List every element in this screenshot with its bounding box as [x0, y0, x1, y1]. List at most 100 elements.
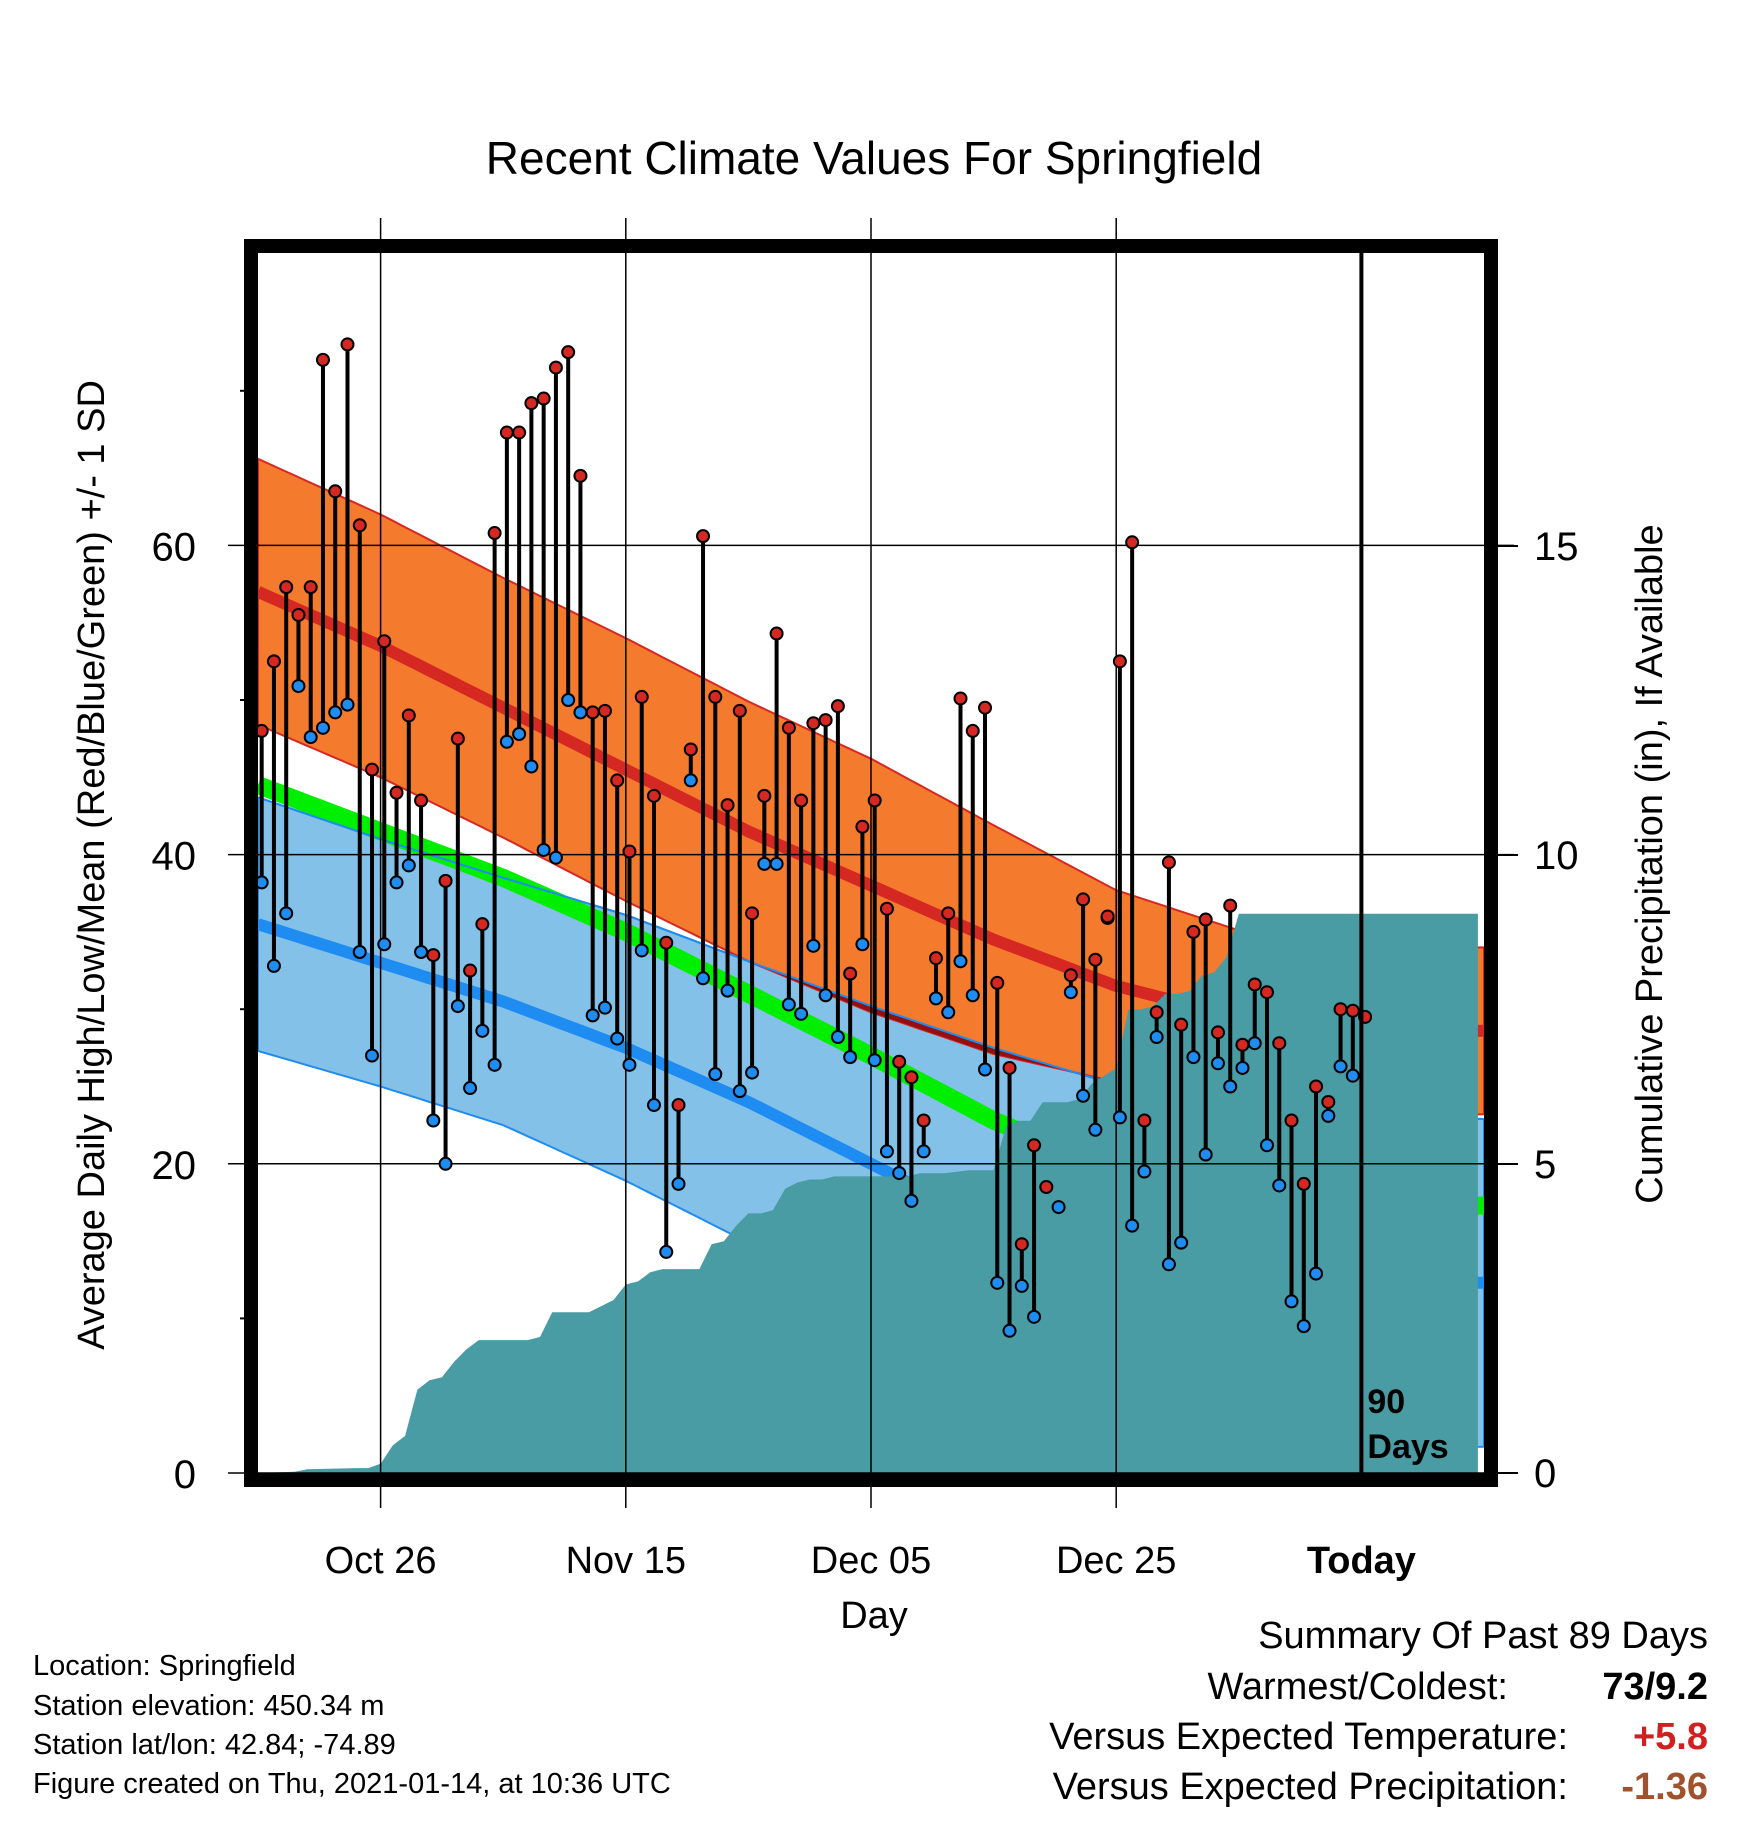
summary-temp-label: Versus Expected Temperature: — [1049, 1716, 1568, 1758]
daily-high-point — [1235, 1037, 1250, 1052]
daily-low-point — [708, 1067, 723, 1082]
daily-high-point — [806, 716, 821, 731]
y2-tick-label-2: 10 — [1534, 834, 1579, 878]
daily-high-point — [1076, 892, 1091, 907]
y-tick-label-3: 60 — [152, 525, 197, 569]
daily-high-point — [879, 901, 894, 916]
daily-high-point — [279, 580, 294, 595]
daily-high-point — [377, 634, 392, 649]
daily-low-point — [855, 937, 870, 952]
daily-high-point — [258, 723, 269, 738]
daily-low-point — [1051, 1200, 1066, 1215]
daily-high-point — [1174, 1017, 1189, 1032]
daily-low-point — [1014, 1278, 1029, 1293]
daily-low-point — [1272, 1178, 1287, 1193]
precip-area — [258, 913, 1478, 1473]
daily-low-point — [573, 705, 588, 720]
daily-high-point — [1112, 654, 1127, 669]
x-tick-label-4: Today — [1307, 1540, 1416, 1582]
daily-low-point — [279, 906, 294, 921]
daily-high-point — [463, 963, 478, 978]
daily-high-point — [781, 720, 796, 735]
daily-high-point — [830, 699, 845, 714]
daily-low-point — [499, 734, 514, 749]
daily-low-point — [1088, 1122, 1103, 1137]
summary-warmest-value: 73/9.2 — [1602, 1666, 1708, 1708]
daily-low-point — [303, 730, 318, 745]
x-tick-label-1: Nov 15 — [566, 1540, 686, 1582]
daily-high-point — [634, 689, 649, 704]
daily-low-point — [879, 1144, 894, 1159]
daily-low-point — [1247, 1036, 1262, 1051]
daily-low-point — [671, 1176, 686, 1191]
daily-high-point — [978, 700, 993, 715]
daily-low-point — [867, 1053, 882, 1068]
daily-high-point — [401, 708, 416, 723]
daily-high-point — [941, 906, 956, 921]
daily-low-point — [512, 727, 527, 742]
daily-low-point — [365, 1048, 380, 1063]
daily-low-point — [1076, 1088, 1091, 1103]
daily-high-point — [610, 773, 625, 788]
daily-high-point — [487, 526, 502, 541]
daily-low-point — [266, 958, 281, 973]
daily-low-point — [585, 1008, 600, 1023]
daily-high-point — [757, 788, 772, 803]
daily-high-point — [340, 337, 355, 352]
daily-high-point — [1259, 985, 1274, 1000]
x-tick-label-3: Dec 25 — [1056, 1540, 1176, 1582]
daily-high-point — [365, 762, 380, 777]
daily-high-point — [904, 1070, 919, 1085]
daily-high-point — [1284, 1113, 1299, 1128]
daily-low-point — [426, 1113, 441, 1128]
daily-low-point — [291, 679, 306, 694]
daily-low-point — [1002, 1323, 1017, 1338]
daily-high-point — [1296, 1176, 1311, 1191]
daily-high-point — [450, 731, 465, 746]
daily-low-point — [1027, 1309, 1042, 1324]
daily-low-point — [475, 1023, 490, 1038]
daily-low-point — [928, 991, 943, 1006]
daily-low-point — [904, 1193, 919, 1208]
daily-high-point — [561, 345, 576, 360]
daily-low-point — [548, 850, 563, 865]
daily-high-point — [512, 425, 527, 440]
daily-high-point — [855, 819, 870, 834]
daily-low-point — [1210, 1056, 1225, 1071]
daily-high-point — [1272, 1036, 1287, 1051]
daily-high-point — [573, 468, 588, 483]
daily-low-point — [524, 759, 539, 774]
daily-low-point — [818, 988, 833, 1003]
daily-high-point — [990, 975, 1005, 990]
daily-low-point — [843, 1050, 858, 1065]
chart-title: Recent Climate Values For Springfield — [486, 132, 1262, 184]
daily-low-point — [597, 1000, 612, 1015]
x-tick-label-0: Oct 26 — [325, 1540, 437, 1582]
daily-low-point — [978, 1062, 993, 1077]
daily-low-point — [352, 944, 367, 959]
daily-low-point — [1235, 1060, 1250, 1075]
y2-tick-label-0: 0 — [1534, 1452, 1556, 1496]
daily-low-point — [487, 1057, 502, 1072]
daily-high-point — [1333, 1002, 1348, 1017]
daily-low-point — [258, 875, 269, 890]
daily-low-point — [806, 938, 821, 953]
daily-low-point — [561, 693, 576, 707]
plot-frame — [244, 239, 1498, 1487]
summary-precip-value: -1.36 — [1621, 1766, 1708, 1808]
daily-high-point — [524, 396, 539, 411]
daily-high-point — [414, 793, 429, 808]
daily-high-point — [1002, 1060, 1017, 1075]
daily-low-point — [377, 937, 392, 952]
daily-high-point — [548, 360, 563, 375]
daily-low-point — [1198, 1147, 1213, 1162]
daily-low-point — [892, 1166, 907, 1181]
y2-tick-label-3: 15 — [1534, 525, 1579, 569]
daily-high-point — [683, 742, 698, 757]
y-tick-label-2: 40 — [152, 835, 197, 879]
daily-low-point — [401, 858, 416, 873]
daily-low-point — [990, 1275, 1005, 1290]
daily-high-point — [438, 873, 453, 888]
x-tick-label-2: Dec 05 — [811, 1540, 931, 1582]
